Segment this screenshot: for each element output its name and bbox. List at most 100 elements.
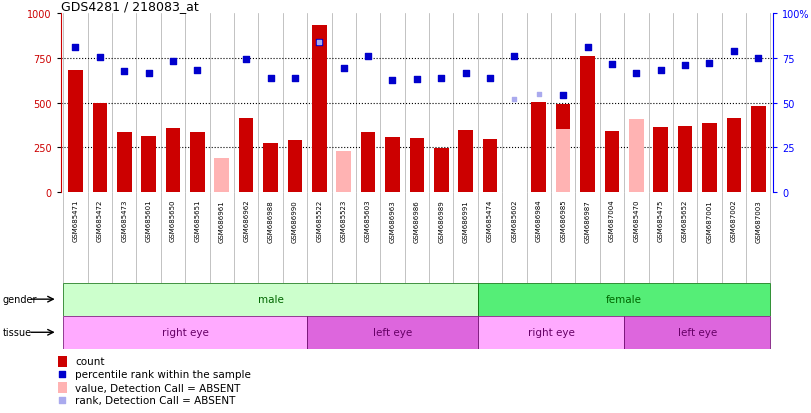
Text: percentile rank within the sample: percentile rank within the sample	[75, 369, 251, 379]
Bar	[63, 283, 478, 316]
Text: GSM686989: GSM686989	[438, 199, 444, 242]
Bar	[624, 316, 770, 349]
Bar	[556, 130, 570, 192]
Point	[240, 57, 253, 63]
Text: GSM686963: GSM686963	[389, 199, 396, 242]
Point	[508, 54, 521, 60]
Point	[630, 71, 643, 77]
Point	[118, 69, 131, 76]
Bar	[58, 356, 67, 367]
Bar	[312, 26, 327, 192]
Text: GSM686991: GSM686991	[462, 199, 469, 242]
Point	[337, 65, 350, 72]
Bar	[410, 139, 424, 192]
Point	[191, 67, 204, 74]
Bar	[478, 316, 624, 349]
Text: GSM686988: GSM686988	[268, 199, 273, 242]
Text: GSM685522: GSM685522	[316, 199, 322, 242]
Text: GSM685652: GSM685652	[682, 199, 688, 242]
Text: GSM686962: GSM686962	[243, 199, 249, 242]
Text: GSM687001: GSM687001	[706, 199, 713, 242]
Bar	[117, 133, 131, 192]
Bar	[531, 102, 546, 192]
Bar	[678, 126, 693, 192]
Bar	[361, 133, 375, 192]
Text: GSM685602: GSM685602	[512, 199, 517, 242]
Point	[459, 71, 472, 77]
Point	[386, 78, 399, 84]
Point	[556, 93, 569, 100]
Point	[362, 54, 375, 60]
Text: GSM685650: GSM685650	[170, 199, 176, 242]
Bar	[214, 158, 229, 192]
Bar	[727, 119, 741, 192]
Point	[93, 55, 106, 61]
Text: GSM685472: GSM685472	[97, 199, 103, 242]
Text: GSM686984: GSM686984	[536, 199, 542, 242]
Bar	[629, 120, 644, 192]
Point	[313, 40, 326, 46]
Point	[483, 76, 496, 83]
Bar	[288, 140, 303, 192]
Text: left eye: left eye	[373, 328, 412, 337]
Text: GSM686986: GSM686986	[414, 199, 420, 242]
Text: right eye: right eye	[527, 328, 574, 337]
Point	[55, 371, 68, 377]
Text: GSM687004: GSM687004	[609, 199, 615, 242]
Text: tissue: tissue	[2, 328, 32, 337]
Point	[264, 76, 277, 83]
Text: GSM685651: GSM685651	[195, 199, 200, 242]
Text: male: male	[258, 294, 284, 304]
Bar	[478, 283, 770, 316]
Point	[69, 45, 82, 52]
Point	[606, 62, 619, 69]
Bar	[654, 128, 668, 192]
Text: GSM685470: GSM685470	[633, 199, 639, 242]
Text: GSM686961: GSM686961	[219, 199, 225, 242]
Point	[654, 68, 667, 75]
Bar	[385, 138, 400, 192]
Bar	[580, 57, 594, 192]
Text: GSM687002: GSM687002	[731, 199, 737, 242]
Bar	[337, 152, 351, 192]
Point	[508, 96, 521, 103]
Bar	[483, 140, 497, 192]
Point	[435, 75, 448, 82]
Text: left eye: left eye	[678, 328, 717, 337]
Text: GSM685601: GSM685601	[146, 199, 152, 242]
Text: GDS4281 / 218083_at: GDS4281 / 218083_at	[61, 0, 199, 13]
Text: rank, Detection Call = ABSENT: rank, Detection Call = ABSENT	[75, 396, 235, 406]
Bar	[702, 123, 717, 192]
Bar	[264, 143, 278, 192]
Bar	[63, 316, 307, 349]
Bar	[92, 103, 107, 192]
Bar	[68, 71, 83, 192]
Text: GSM685471: GSM685471	[72, 199, 79, 242]
Point	[289, 75, 302, 82]
Text: GSM685474: GSM685474	[487, 199, 493, 242]
Point	[166, 58, 179, 65]
Bar	[434, 149, 448, 192]
Text: GSM686990: GSM686990	[292, 199, 298, 242]
Text: female: female	[606, 294, 642, 304]
Point	[55, 397, 68, 404]
Text: GSM685475: GSM685475	[658, 199, 663, 242]
Point	[532, 91, 545, 98]
Text: GSM686987: GSM686987	[585, 199, 590, 242]
Text: GSM687003: GSM687003	[755, 199, 762, 242]
Bar	[556, 105, 570, 192]
Text: GSM685523: GSM685523	[341, 199, 346, 242]
Bar	[238, 119, 254, 192]
Text: value, Detection Call = ABSENT: value, Detection Call = ABSENT	[75, 383, 240, 393]
Text: GSM685603: GSM685603	[365, 199, 371, 242]
Bar	[190, 133, 204, 192]
Point	[752, 56, 765, 62]
Point	[313, 40, 326, 46]
Text: count: count	[75, 356, 105, 366]
Text: gender: gender	[2, 294, 37, 304]
Bar	[165, 129, 180, 192]
Bar	[751, 107, 766, 192]
Bar	[605, 132, 620, 192]
Point	[727, 48, 740, 55]
Text: GSM685473: GSM685473	[121, 199, 127, 242]
